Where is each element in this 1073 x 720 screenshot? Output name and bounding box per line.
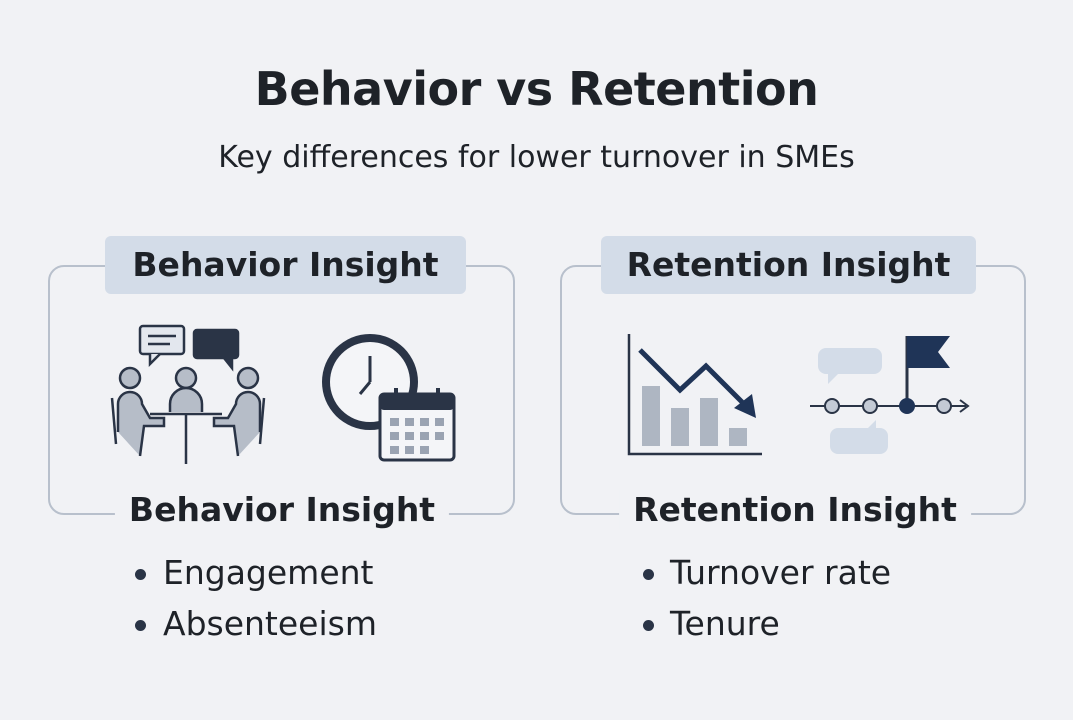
bullet xyxy=(643,620,654,631)
list-item: Tenure xyxy=(670,604,780,643)
timeline-icon xyxy=(810,336,970,454)
panel-heading: Behavior Insight xyxy=(114,490,450,529)
list-item: Engagement xyxy=(163,553,374,592)
title: Behavior vs Retention xyxy=(254,62,819,116)
subtitle: Key differences for lower turnover in SM… xyxy=(218,140,855,175)
decline-chart-icon xyxy=(627,334,762,456)
bullet xyxy=(135,620,146,631)
meeting-icon xyxy=(110,324,266,464)
bullet xyxy=(643,569,654,580)
calendar-icon xyxy=(378,388,456,462)
panel-heading: Retention Insight xyxy=(619,490,971,529)
panel-tag: Behavior Insight xyxy=(105,236,466,294)
bullet xyxy=(135,569,146,580)
panel-tag: Retention Insight xyxy=(601,236,976,294)
list-item: Absenteeism xyxy=(163,604,377,643)
list-item: Turnover rate xyxy=(670,553,892,592)
